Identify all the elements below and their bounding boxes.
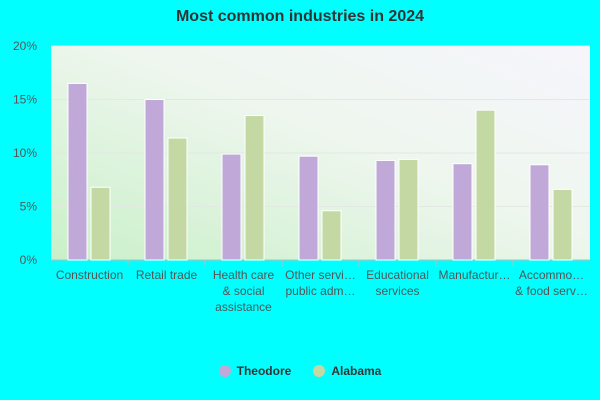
legend-swatch <box>218 365 231 377</box>
x-tick-label-line: Health care <box>213 268 275 282</box>
x-tick-label-line: public adm… <box>285 284 355 298</box>
x-tick-label-line: Accommo… <box>519 268 584 282</box>
x-tick-label: Accommo… & food serv… <box>515 268 588 298</box>
x-tick-label: Manufactur… <box>438 268 510 282</box>
y-axis: 0% 5% 10% 15% 20% <box>13 39 37 267</box>
x-tick-label-line: Retail trade <box>136 268 198 282</box>
x-tick-label-line: services <box>375 284 419 298</box>
bar-theodore-0 <box>67 82 88 261</box>
x-tick-label: Educational services <box>366 268 429 298</box>
bar-theodore-6 <box>529 164 550 261</box>
bar-theodore-5 <box>452 163 473 261</box>
x-tick-label: Retail trade <box>136 268 198 282</box>
x-tick-label: Health care & social assistance <box>213 268 275 314</box>
legend-label: Theodore <box>236 364 292 378</box>
bar-theodore-2 <box>221 153 242 261</box>
legend: Theodore Alabama <box>0 364 600 378</box>
x-tick-label-line: assistance <box>215 300 272 314</box>
x-tick-label-line: Construction <box>56 268 123 282</box>
bar-alabama-0 <box>90 186 111 261</box>
x-tick-label: Construction <box>56 268 123 282</box>
y-tick-label: 5% <box>20 200 38 214</box>
x-tick-label-line: Manufactur… <box>438 268 510 282</box>
legend-item-alabama: Alabama <box>313 364 381 378</box>
y-tick-label: 15% <box>13 93 37 107</box>
legend-swatch <box>313 365 326 377</box>
bar-alabama-6 <box>552 188 573 261</box>
bar-alabama-3 <box>321 210 342 261</box>
bar-theodore-3 <box>298 155 319 261</box>
x-axis: Construction Retail trade Health care & soc… <box>56 260 588 314</box>
bars <box>67 82 573 261</box>
x-tick-label-line: Other servi… <box>285 268 356 282</box>
x-tick-label-line: & food serv… <box>515 284 588 298</box>
y-tick-label: 10% <box>13 146 37 160</box>
y-tick-label: 20% <box>13 39 37 53</box>
x-tick-label: Other servi… public adm… <box>285 268 356 298</box>
x-tick-label-line: & social <box>222 284 264 298</box>
legend-item-theodore: Theodore <box>218 364 292 378</box>
grid-lines <box>51 45 590 261</box>
bar-theodore-1 <box>144 99 165 261</box>
bar-alabama-1 <box>167 137 188 261</box>
bar-theodore-4 <box>375 159 396 261</box>
legend-label: Alabama <box>331 364 382 378</box>
bar-alabama-5 <box>475 109 496 261</box>
chart-title: Most common industries in 2024 <box>175 8 425 25</box>
bar-alabama-4 <box>398 158 419 261</box>
y-tick-label: 0% <box>20 253 38 267</box>
bar-alabama-2 <box>244 115 265 261</box>
x-tick-label-line: Educational <box>366 268 429 282</box>
